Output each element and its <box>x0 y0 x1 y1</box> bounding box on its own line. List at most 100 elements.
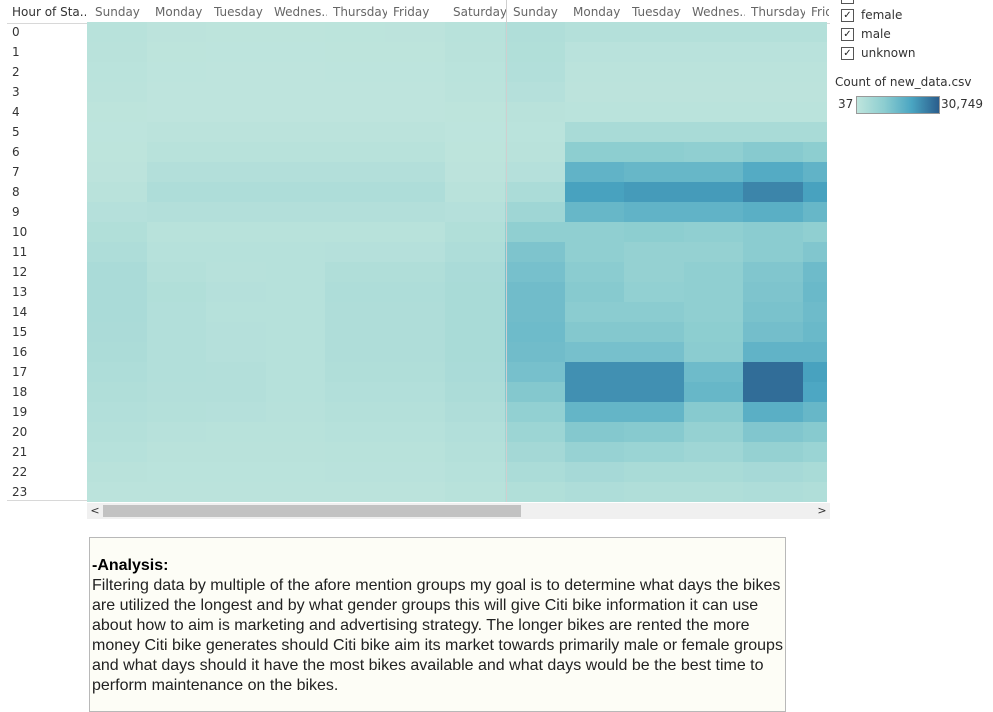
heatmap-cell[interactable] <box>206 22 266 42</box>
heatmap-cell[interactable] <box>743 322 803 342</box>
heatmap-cell[interactable] <box>266 442 325 462</box>
heatmap-cell[interactable] <box>565 362 624 382</box>
heatmap-cell[interactable] <box>325 162 385 182</box>
heatmap-cell[interactable] <box>803 222 827 242</box>
heatmap-cell[interactable] <box>505 322 565 342</box>
heatmap-cell[interactable] <box>87 42 147 62</box>
heatmap-cell[interactable] <box>743 202 803 222</box>
heatmap-cell[interactable] <box>684 282 743 302</box>
heatmap-cell[interactable] <box>624 262 684 282</box>
heatmap-cell[interactable] <box>325 202 385 222</box>
heatmap-cell[interactable] <box>87 362 147 382</box>
heatmap-cell[interactable] <box>624 182 684 202</box>
heatmap-cell[interactable] <box>147 262 206 282</box>
heatmap-cell[interactable] <box>803 282 827 302</box>
heatmap-cell[interactable] <box>385 62 445 82</box>
heatmap-cell[interactable] <box>684 162 743 182</box>
heatmap-cell[interactable] <box>565 382 624 402</box>
heatmap-cell[interactable] <box>743 242 803 262</box>
heatmap-cell[interactable] <box>743 102 803 122</box>
heatmap-cell[interactable] <box>445 142 505 162</box>
heatmap-cell[interactable] <box>147 302 206 322</box>
heatmap-cell[interactable] <box>684 142 743 162</box>
heatmap-cell[interactable] <box>565 102 624 122</box>
heatmap-cell[interactable] <box>624 122 684 142</box>
heatmap-cell[interactable] <box>206 262 266 282</box>
heatmap-cell[interactable] <box>445 482 505 502</box>
heatmap-cell[interactable] <box>445 462 505 482</box>
heatmap-cell[interactable] <box>565 322 624 342</box>
heatmap-cell[interactable] <box>445 22 505 42</box>
heatmap-cell[interactable] <box>684 442 743 462</box>
horizontal-scrollbar[interactable]: < > <box>87 503 830 519</box>
heatmap-cell[interactable] <box>505 162 565 182</box>
heatmap-cell[interactable] <box>385 482 445 502</box>
heatmap-cell[interactable] <box>505 42 565 62</box>
heatmap-cell[interactable] <box>565 302 624 322</box>
heatmap-cell[interactable] <box>565 442 624 462</box>
heatmap-cell[interactable] <box>325 42 385 62</box>
heatmap-cell[interactable] <box>743 422 803 442</box>
heatmap-cell[interactable] <box>87 62 147 82</box>
heatmap-cell[interactable] <box>803 122 827 142</box>
heatmap-cell[interactable] <box>325 302 385 322</box>
heatmap-cell[interactable] <box>803 382 827 402</box>
heatmap-cell[interactable] <box>684 302 743 322</box>
heatmap-cell[interactable] <box>565 182 624 202</box>
heatmap-cell[interactable] <box>445 282 505 302</box>
heatmap-cell[interactable] <box>743 362 803 382</box>
heatmap-cell[interactable] <box>803 202 827 222</box>
heatmap-cell[interactable] <box>87 242 147 262</box>
heatmap-cell[interactable] <box>147 82 206 102</box>
heatmap-cell[interactable] <box>385 222 445 242</box>
heatmap-cell[interactable] <box>325 482 385 502</box>
heatmap-cell[interactable] <box>684 482 743 502</box>
heatmap-cell[interactable] <box>87 102 147 122</box>
heatmap-cell[interactable] <box>624 362 684 382</box>
heatmap-cell[interactable] <box>147 142 206 162</box>
heatmap-cell[interactable] <box>445 202 505 222</box>
heatmap-cell[interactable] <box>385 122 445 142</box>
heatmap-cell[interactable] <box>445 222 505 242</box>
heatmap-cell[interactable] <box>743 302 803 322</box>
heatmap-cell[interactable] <box>743 402 803 422</box>
heatmap-cell[interactable] <box>266 382 325 402</box>
heatmap-cell[interactable] <box>684 202 743 222</box>
heatmap-cell[interactable] <box>803 102 827 122</box>
heatmap-cell[interactable] <box>445 182 505 202</box>
checkbox-icon[interactable] <box>841 0 854 4</box>
heatmap-cell[interactable] <box>325 402 385 422</box>
heatmap-cell[interactable] <box>743 462 803 482</box>
heatmap-cell[interactable] <box>565 142 624 162</box>
heatmap-cell[interactable] <box>266 162 325 182</box>
heatmap-cell[interactable] <box>565 482 624 502</box>
heatmap-cell[interactable] <box>266 22 325 42</box>
heatmap-cell[interactable] <box>624 242 684 262</box>
heatmap-cell[interactable] <box>743 42 803 62</box>
heatmap-cell[interactable] <box>624 442 684 462</box>
heatmap-cell[interactable] <box>505 122 565 142</box>
heatmap-cell[interactable] <box>445 62 505 82</box>
heatmap-cell[interactable] <box>266 182 325 202</box>
heatmap-cell[interactable] <box>206 122 266 142</box>
heatmap-cell[interactable] <box>87 22 147 42</box>
heatmap-cell[interactable] <box>266 202 325 222</box>
heatmap-cell[interactable] <box>743 122 803 142</box>
heatmap-cell[interactable] <box>87 382 147 402</box>
heatmap-cell[interactable] <box>147 22 206 42</box>
heatmap-cell[interactable] <box>684 22 743 42</box>
heatmap-cell[interactable] <box>147 102 206 122</box>
heatmap-cell[interactable] <box>266 462 325 482</box>
heatmap-cell[interactable] <box>206 442 266 462</box>
heatmap-cell[interactable] <box>684 62 743 82</box>
heatmap-cell[interactable] <box>147 202 206 222</box>
heatmap-cell[interactable] <box>147 362 206 382</box>
heatmap-cell[interactable] <box>624 462 684 482</box>
heatmap-cell[interactable] <box>743 142 803 162</box>
heatmap-cell[interactable] <box>505 62 565 82</box>
heatmap-cell[interactable] <box>624 302 684 322</box>
heatmap-cell[interactable] <box>147 402 206 422</box>
heatmap-cell[interactable] <box>565 162 624 182</box>
heatmap-cell[interactable] <box>684 82 743 102</box>
heatmap-cell[interactable] <box>206 222 266 242</box>
